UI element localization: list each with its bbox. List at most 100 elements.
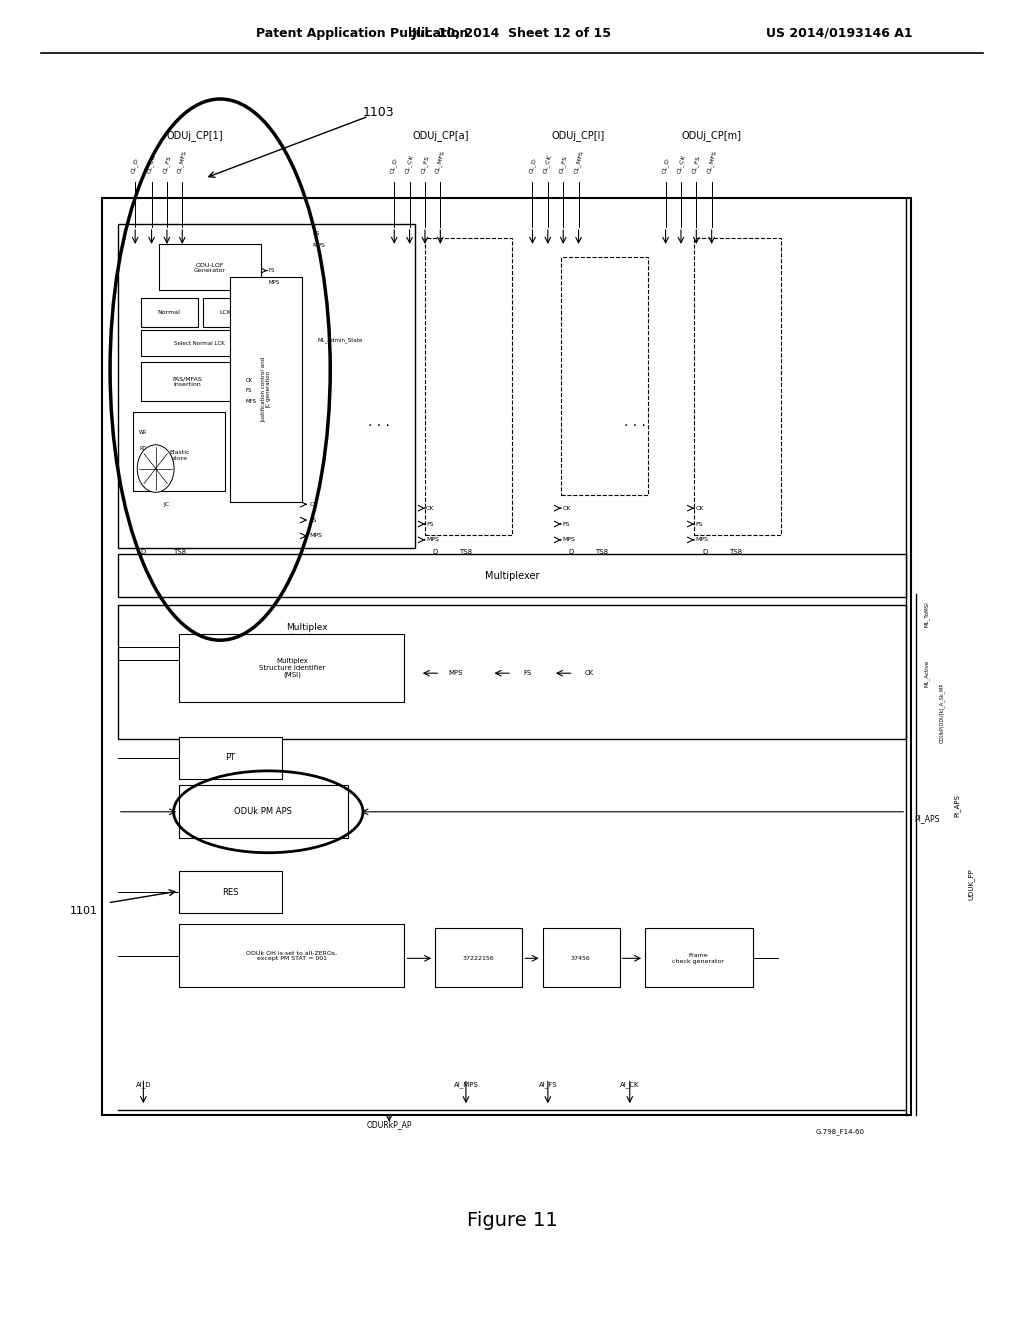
Text: 37456: 37456	[570, 956, 591, 961]
FancyBboxPatch shape	[179, 871, 282, 913]
FancyBboxPatch shape	[179, 785, 348, 838]
FancyBboxPatch shape	[102, 198, 911, 1115]
Text: G.798_F14-60: G.798_F14-60	[815, 1127, 864, 1135]
FancyBboxPatch shape	[425, 238, 512, 535]
Text: MFS: MFS	[246, 399, 257, 404]
Text: ML_Active: ML_Active	[924, 660, 930, 686]
Text: Elastic
store: Elastic store	[169, 450, 189, 461]
Text: Select Normal LCK: Select Normal LCK	[174, 341, 225, 346]
FancyBboxPatch shape	[141, 362, 233, 401]
Text: MPS: MPS	[312, 243, 326, 248]
FancyBboxPatch shape	[435, 928, 522, 987]
Text: CL_CK: CL_CK	[146, 154, 157, 174]
Text: FS: FS	[695, 521, 702, 527]
Text: AI_MPS: AI_MPS	[454, 1081, 478, 1089]
Circle shape	[137, 445, 174, 492]
Text: 37222156: 37222156	[463, 956, 494, 961]
Text: 1103: 1103	[364, 106, 394, 119]
Text: CL_FS: CL_FS	[162, 154, 172, 174]
Text: MPS: MPS	[268, 280, 280, 285]
Text: TS8: TS8	[460, 549, 472, 554]
Text: LCK: LCK	[219, 310, 231, 315]
Text: Frame
check generator: Frame check generator	[673, 953, 724, 964]
Text: RES: RES	[222, 888, 239, 896]
FancyBboxPatch shape	[133, 412, 225, 491]
FancyBboxPatch shape	[645, 928, 753, 987]
FancyBboxPatch shape	[694, 238, 781, 535]
Text: JC: JC	[164, 502, 170, 507]
Text: D: D	[140, 549, 146, 554]
Text: US 2014/0193146 A1: US 2014/0193146 A1	[766, 26, 913, 40]
Text: ODU-LOF
Generator: ODU-LOF Generator	[194, 263, 226, 273]
Text: D: D	[568, 549, 574, 554]
FancyBboxPatch shape	[179, 924, 404, 987]
Text: ODUj_CP[l]: ODUj_CP[l]	[552, 131, 605, 141]
Text: 1101: 1101	[70, 906, 98, 916]
Text: CL_FS: CL_FS	[420, 154, 430, 174]
Text: CL_D: CL_D	[389, 157, 399, 174]
Text: CL_D: CL_D	[660, 157, 671, 174]
Text: FAS/MFAS
Insertion: FAS/MFAS Insertion	[172, 376, 203, 387]
Text: CK: CK	[426, 506, 434, 511]
Text: MPS: MPS	[695, 537, 709, 543]
Text: AI_FS: AI_FS	[539, 1081, 557, 1089]
Text: ODUk OH is set to all-ZEROs,
except PM STAT = 001: ODUk OH is set to all-ZEROs, except PM S…	[247, 950, 337, 961]
Text: CL_MFS: CL_MFS	[434, 150, 446, 174]
Text: CL_FS: CL_FS	[691, 154, 701, 174]
Text: ODUj_CP[1]: ODUj_CP[1]	[166, 131, 223, 141]
Text: CL_MFS: CL_MFS	[176, 150, 188, 174]
FancyBboxPatch shape	[561, 257, 648, 495]
Text: CL_D: CL_D	[527, 157, 538, 174]
Text: PI_APS: PI_APS	[954, 793, 961, 817]
Text: FS: FS	[562, 521, 569, 527]
Text: CL_MFS: CL_MFS	[706, 150, 718, 174]
Text: ODUj_CP[a]: ODUj_CP[a]	[412, 131, 469, 141]
FancyBboxPatch shape	[179, 634, 404, 702]
Text: Multiplex
Structure Identifier
(MSI): Multiplex Structure Identifier (MSI)	[259, 657, 325, 678]
Text: Multiplexer: Multiplexer	[484, 570, 540, 581]
Text: ML_ToMSI: ML_ToMSI	[924, 601, 930, 627]
Text: FS: FS	[523, 671, 531, 676]
FancyBboxPatch shape	[230, 277, 302, 502]
Text: MPS: MPS	[426, 537, 439, 543]
Text: UDUK_PP: UDUK_PP	[968, 869, 974, 900]
Text: TS8: TS8	[729, 549, 741, 554]
Text: Multiplex
structure: Multiplex structure	[287, 623, 328, 643]
Text: CL_MFS: CL_MFS	[572, 150, 585, 174]
Text: . . .: . . .	[368, 416, 390, 429]
Text: MPS: MPS	[562, 537, 575, 543]
Text: CL_FS: CL_FS	[558, 154, 568, 174]
FancyBboxPatch shape	[118, 605, 906, 739]
Text: Normal: Normal	[158, 310, 180, 315]
Text: . . .: . . .	[624, 416, 646, 429]
Text: TS8: TS8	[596, 549, 608, 554]
Text: Figure 11: Figure 11	[467, 1212, 557, 1230]
Text: FS: FS	[246, 388, 252, 393]
Text: CK: CK	[584, 671, 594, 676]
Text: CK: CK	[309, 502, 317, 507]
FancyBboxPatch shape	[203, 298, 249, 327]
Text: Jul. 10, 2014  Sheet 12 of 15: Jul. 10, 2014 Sheet 12 of 15	[412, 26, 612, 40]
FancyBboxPatch shape	[118, 224, 415, 548]
Text: FS: FS	[426, 521, 433, 527]
Text: D: D	[701, 549, 708, 554]
Text: AI_D: AI_D	[135, 1081, 152, 1089]
Text: ML_Admin_State: ML_Admin_State	[317, 338, 362, 343]
Text: ODUj_CP[m]: ODUj_CP[m]	[682, 131, 741, 141]
Text: RD: RD	[140, 446, 146, 451]
Text: FS: FS	[309, 517, 316, 523]
Text: ODUk PM APS: ODUk PM APS	[234, 808, 292, 816]
Text: FS: FS	[312, 231, 319, 236]
Text: Patent Application Publication: Patent Application Publication	[256, 26, 468, 40]
FancyBboxPatch shape	[141, 330, 259, 356]
Text: TS8: TS8	[173, 549, 185, 554]
Text: CK: CK	[246, 378, 253, 383]
FancyBboxPatch shape	[118, 554, 906, 597]
FancyBboxPatch shape	[159, 244, 261, 290]
FancyBboxPatch shape	[543, 928, 620, 987]
Text: PI_APS: PI_APS	[914, 814, 940, 822]
Text: CL_CK: CL_CK	[543, 154, 553, 174]
Text: CL_D: CL_D	[130, 157, 140, 174]
Text: CL_CK: CL_CK	[404, 154, 415, 174]
Text: ODUkP(ODU[k]_A_Sk_MP: ODUkP(ODU[k]_A_Sk_MP	[939, 682, 945, 743]
